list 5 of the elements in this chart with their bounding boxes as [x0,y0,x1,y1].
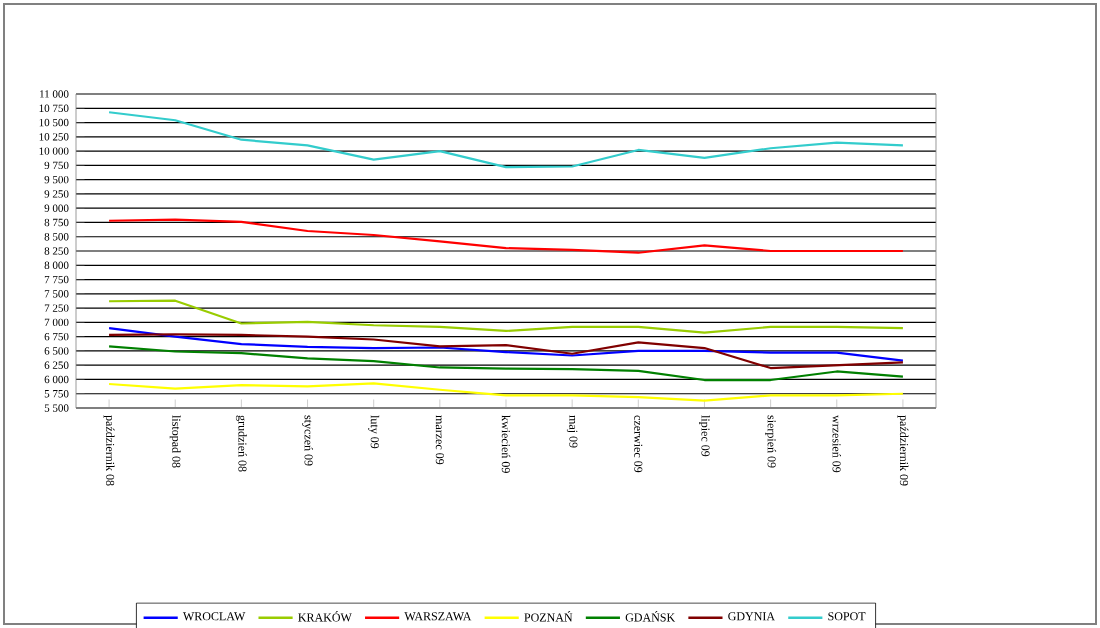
line-series [107,345,905,382]
line-series [107,299,905,334]
line-series [107,326,905,362]
line-series [107,382,905,402]
line-series [107,111,905,169]
